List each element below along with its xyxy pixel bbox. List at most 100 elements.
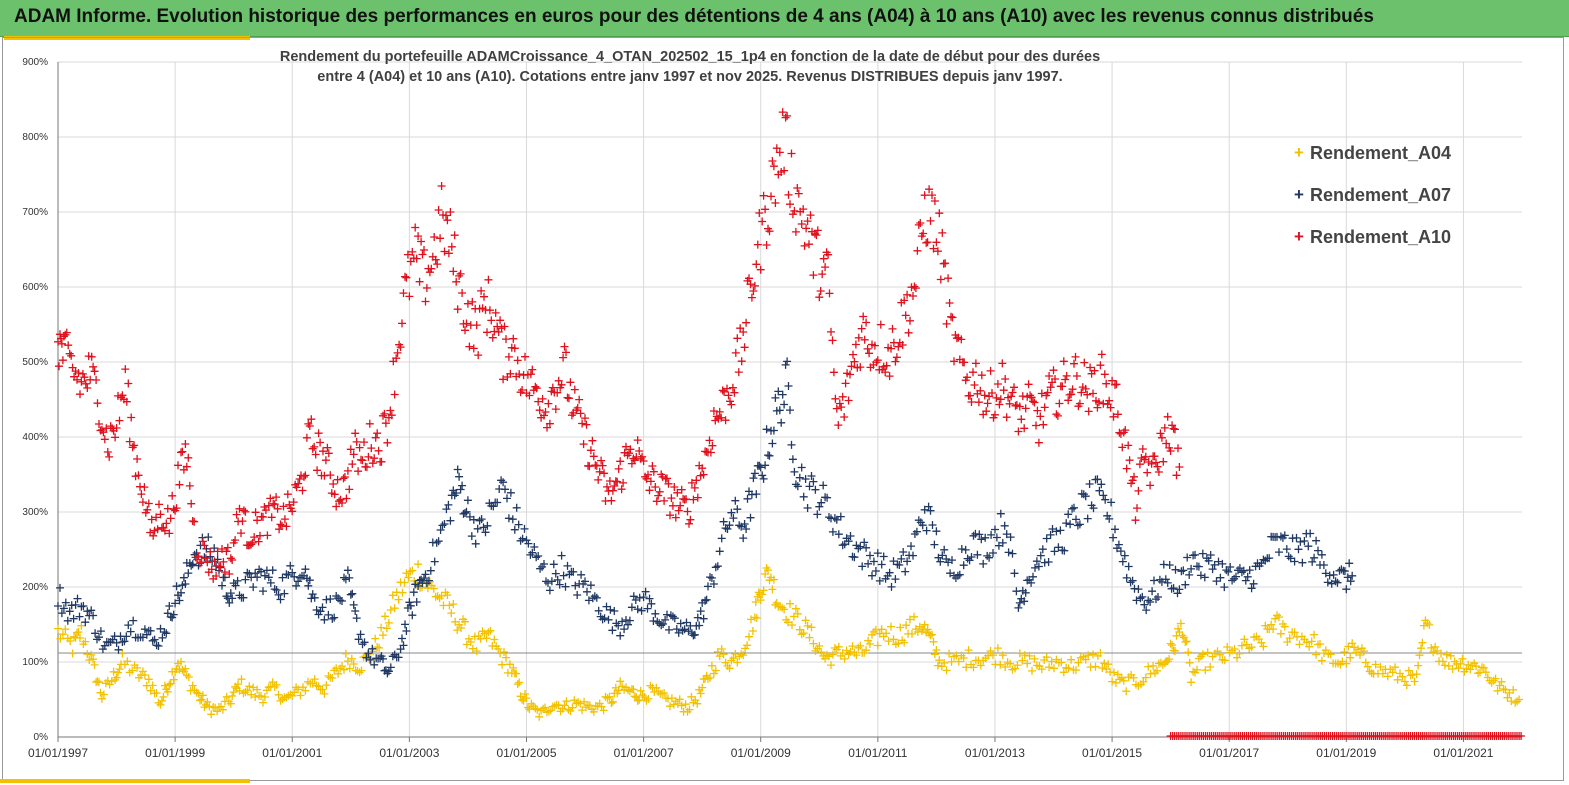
data-point xyxy=(1107,498,1116,507)
data-point xyxy=(846,647,855,656)
data-point xyxy=(560,701,569,710)
data-point xyxy=(388,652,397,661)
data-point xyxy=(531,382,540,391)
data-point xyxy=(739,328,748,336)
data-point xyxy=(523,703,532,712)
data-point xyxy=(357,666,366,675)
data-point xyxy=(87,352,96,361)
data-point xyxy=(791,480,800,489)
data-point xyxy=(1187,678,1196,687)
data-point xyxy=(1034,562,1043,571)
data-point xyxy=(1223,643,1232,651)
data-point xyxy=(737,650,746,659)
data-point xyxy=(457,624,466,632)
data-point xyxy=(184,453,193,462)
data-point xyxy=(241,688,250,697)
data-point xyxy=(586,581,595,590)
data-point xyxy=(1055,399,1064,408)
data-point xyxy=(1062,519,1071,528)
data-point xyxy=(1218,559,1227,568)
data-point xyxy=(901,311,910,320)
data-point xyxy=(1153,462,1162,471)
data-point xyxy=(836,512,845,521)
data-point xyxy=(160,681,169,690)
data-point xyxy=(92,376,101,384)
data-point xyxy=(630,692,639,701)
data-point xyxy=(414,232,423,241)
data-point xyxy=(422,284,431,292)
data-point xyxy=(641,587,650,596)
data-point xyxy=(660,496,669,505)
data-point xyxy=(421,297,430,306)
data-point xyxy=(77,377,86,386)
data-point xyxy=(909,292,917,300)
data-point xyxy=(218,705,227,714)
data-point xyxy=(897,554,906,563)
data-point xyxy=(989,651,997,660)
data-point xyxy=(1276,532,1285,541)
data-point xyxy=(532,553,541,562)
data-point xyxy=(218,581,226,590)
data-point xyxy=(840,413,849,421)
data-point xyxy=(589,452,598,461)
data-point xyxy=(198,537,207,546)
data-point xyxy=(89,611,98,620)
data-point xyxy=(865,349,874,358)
data-point xyxy=(354,467,363,476)
data-point xyxy=(777,418,786,427)
data-point xyxy=(54,624,62,633)
data-point xyxy=(788,455,797,464)
data-point xyxy=(652,497,661,506)
data-point xyxy=(1034,438,1043,447)
data-point xyxy=(83,650,92,659)
data-point xyxy=(241,575,250,584)
data-point xyxy=(463,299,472,308)
data-point xyxy=(693,699,702,708)
data-point xyxy=(1474,669,1483,678)
data-point xyxy=(846,370,854,379)
data-point xyxy=(349,600,358,609)
data-point xyxy=(828,650,837,659)
data-point xyxy=(1102,379,1111,388)
data-point xyxy=(187,499,196,508)
data-point xyxy=(996,395,1005,404)
data-point xyxy=(740,343,749,352)
data-point xyxy=(308,444,317,453)
data-point xyxy=(1481,668,1490,677)
data-point xyxy=(1108,376,1117,385)
data-point xyxy=(805,482,814,491)
data-point xyxy=(69,614,78,623)
data-point xyxy=(864,636,873,645)
data-point xyxy=(618,682,627,691)
data-point xyxy=(338,662,346,671)
data-point xyxy=(1071,352,1080,361)
data-point xyxy=(140,671,149,679)
data-point xyxy=(983,399,992,408)
data-point xyxy=(520,524,529,533)
data-point xyxy=(895,561,904,569)
data-point xyxy=(330,490,339,499)
data-point xyxy=(1001,663,1010,671)
data-point xyxy=(1329,570,1338,579)
data-point xyxy=(118,391,127,400)
data-point xyxy=(85,656,94,664)
data-point xyxy=(904,328,913,337)
data-point xyxy=(534,552,543,560)
data-point xyxy=(733,334,742,343)
data-point xyxy=(125,437,134,446)
data-point xyxy=(412,598,421,606)
y-tick-label: 800% xyxy=(22,132,48,143)
data-point xyxy=(63,616,72,625)
data-point xyxy=(800,241,809,250)
data-point xyxy=(725,521,734,530)
data-point xyxy=(559,353,568,362)
data-point xyxy=(354,635,363,644)
data-point xyxy=(1185,570,1194,579)
data-point xyxy=(666,511,674,520)
data-point xyxy=(312,606,321,614)
data-point xyxy=(745,632,753,641)
data-point xyxy=(838,392,847,401)
data-point xyxy=(1075,399,1084,408)
data-point xyxy=(768,439,777,448)
data-point xyxy=(444,500,453,509)
